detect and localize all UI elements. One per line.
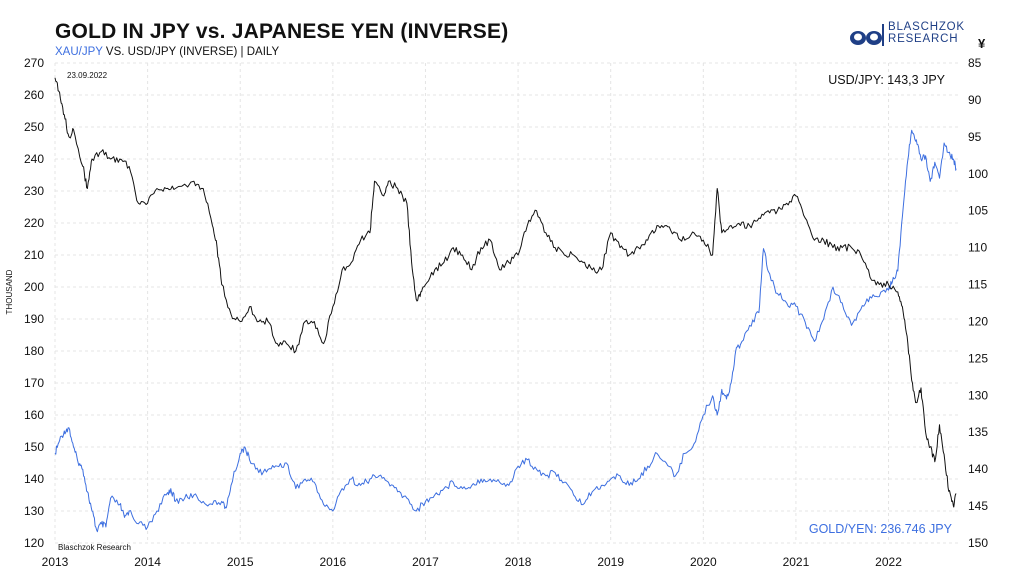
left-tick-label: 220 — [24, 216, 44, 230]
series-lines — [54, 77, 957, 533]
left-tick-label: 240 — [24, 152, 44, 166]
right-tick-label: 130 — [968, 388, 988, 402]
x-tick-label: 2015 — [227, 555, 254, 569]
x-tick-label: 2019 — [597, 555, 624, 569]
logo-text: BLASCHZOK RESEARCH — [888, 21, 965, 45]
x-tick-label: 2016 — [319, 555, 346, 569]
logo-icon — [850, 24, 884, 46]
x-tick-label: 2021 — [783, 555, 810, 569]
left-tick-label: 230 — [24, 184, 44, 198]
x-tick-label: 2020 — [690, 555, 717, 569]
left-tick-label: 130 — [24, 504, 44, 518]
right-tick-label: 150 — [968, 536, 988, 550]
gold-jpy-line — [54, 129, 957, 533]
left-tick-label: 260 — [24, 88, 44, 102]
right-tick-label: 90 — [968, 93, 982, 107]
right-tick-label: 100 — [968, 167, 988, 181]
right-tick-label: 105 — [968, 204, 988, 218]
logo-line-2: RESEARCH — [888, 33, 959, 45]
x-axis-ticks: 2013 2014 2015 2016 2017 2018 2019 2020 2021 2022 — [42, 555, 903, 569]
usd-jpy-line — [54, 77, 957, 508]
right-tick-label: 145 — [968, 499, 988, 513]
left-tick-label: 190 — [24, 312, 44, 326]
left-axis-label: THOUSAND — [5, 269, 14, 314]
right-tick-label: 95 — [968, 130, 982, 144]
subtitle-gold-series: XAU/JPY — [55, 46, 103, 58]
right-tick-label: 140 — [968, 462, 988, 476]
left-tick-label: 180 — [24, 344, 44, 358]
left-tick-label: 200 — [24, 280, 44, 294]
date-label: 23.09.2022 — [67, 71, 108, 80]
grid-lines — [54, 62, 958, 544]
x-tick-label: 2017 — [412, 555, 439, 569]
left-tick-label: 270 — [24, 56, 44, 70]
chart-title: GOLD IN JPY vs. JAPANESE YEN (INVERSE) — [55, 20, 509, 43]
right-tick-label: 125 — [968, 351, 988, 365]
right-tick-label: 110 — [968, 241, 987, 255]
left-tick-label: 140 — [24, 472, 44, 486]
left-tick-label: 120 — [24, 536, 44, 550]
subtitle-rest: VS. USD/JPY (INVERSE) | DAILY — [102, 46, 280, 58]
x-tick-label: 2018 — [505, 555, 532, 569]
left-tick-label: 170 — [24, 376, 44, 390]
right-tick-label: 115 — [968, 278, 987, 292]
left-tick-label: 150 — [24, 440, 44, 454]
right-tick-label: 135 — [968, 425, 988, 439]
right-axis-ticks: 85 90 95 100 105 110 115 120 125 130 135 140 145 150 — [968, 56, 988, 550]
logo-line-1: BLASCHZOK — [888, 21, 965, 33]
x-tick-label: 2022 — [875, 555, 902, 569]
left-tick-label: 210 — [24, 248, 44, 262]
left-tick-label: 160 — [24, 408, 44, 422]
right-tick-label: 120 — [968, 314, 988, 328]
x-tick-label: 2014 — [134, 555, 161, 569]
x-tick-label: 2013 — [42, 555, 69, 569]
right-axis-unit: ¥ — [978, 36, 986, 51]
left-tick-label: 250 — [24, 120, 44, 134]
left-axis-ticks: 120 130 140 150 160 170 180 190 200 210 220 230 240 2… — [24, 56, 44, 550]
usd-jpy-annotation: USD/JPY: 143,3 JPY — [828, 73, 945, 87]
source-label: Blaschzok Research — [58, 543, 131, 552]
right-tick-label: 85 — [968, 56, 982, 70]
chart-subtitle: XAU/JPY VS. USD/JPY (INVERSE) | DAILY — [55, 46, 279, 58]
gold-jpy-annotation: GOLD/YEN: 236.746 JPY — [809, 522, 953, 536]
